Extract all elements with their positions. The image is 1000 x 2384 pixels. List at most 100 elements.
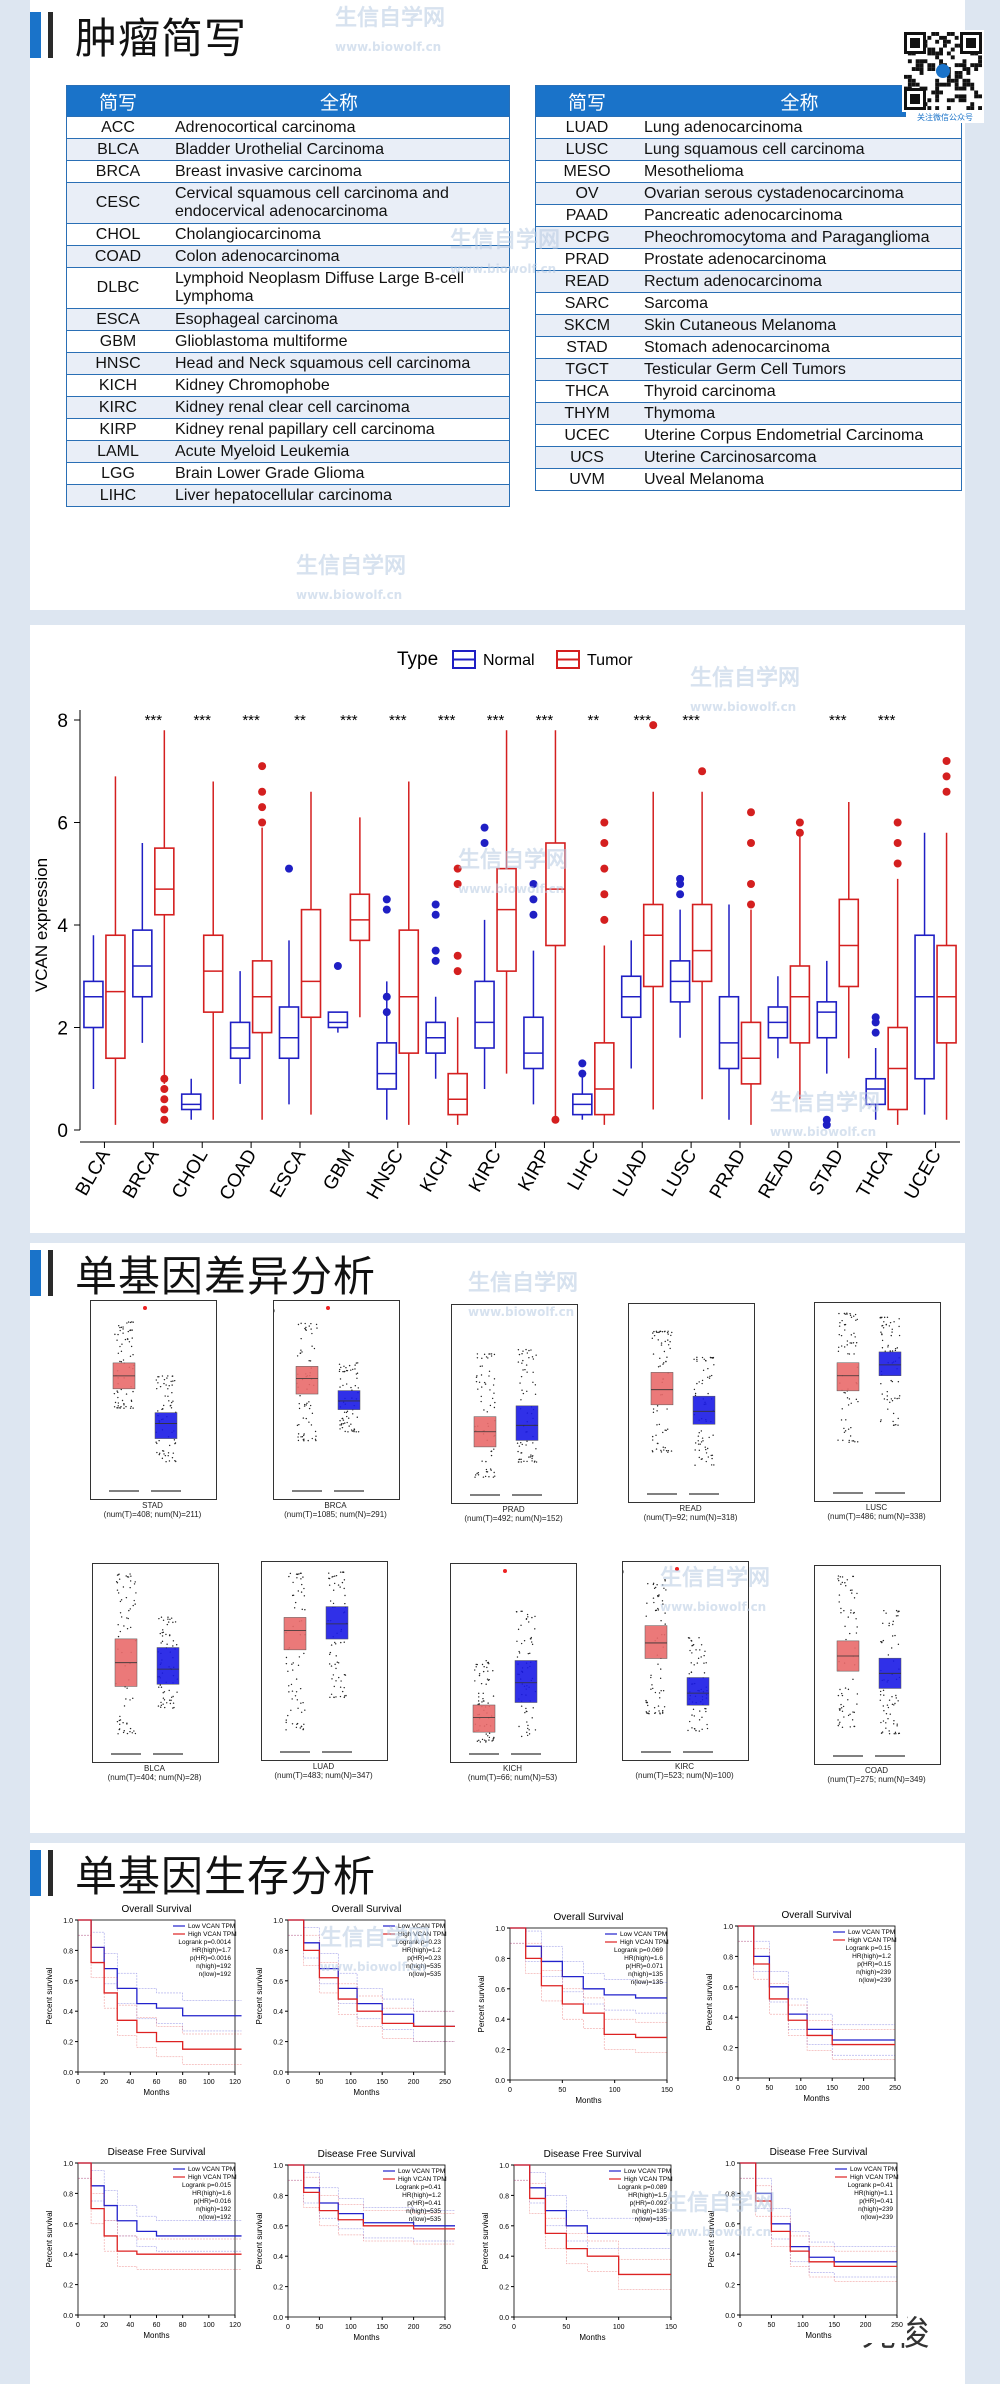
jitter-point bbox=[328, 1577, 330, 1580]
jitter-point bbox=[300, 1436, 302, 1438]
jitter-point bbox=[304, 1327, 306, 1330]
jitter-point bbox=[123, 1730, 125, 1732]
jitter-point bbox=[357, 1387, 360, 1389]
jitter-point bbox=[520, 1458, 522, 1461]
jitter-point bbox=[313, 1347, 316, 1350]
jitter-point bbox=[534, 1615, 536, 1618]
x-tick-label: LIHC bbox=[564, 1146, 604, 1194]
jitter-point bbox=[653, 1706, 656, 1709]
y-tick-label: 0.2 bbox=[63, 2040, 73, 2047]
outlier-point bbox=[600, 839, 609, 847]
jitter-point bbox=[157, 1382, 159, 1384]
km-stat-label: HR(high)=1.2 bbox=[402, 2192, 441, 2199]
jitter-point bbox=[156, 1387, 158, 1390]
jitter-point bbox=[118, 1719, 121, 1722]
jitter-point bbox=[670, 1334, 672, 1337]
jitter-point bbox=[481, 1365, 483, 1367]
jitter-point bbox=[847, 1699, 849, 1701]
jitter-point bbox=[129, 1626, 132, 1629]
jitter-point bbox=[123, 1404, 125, 1406]
jitter-point bbox=[694, 1392, 697, 1395]
jitter-point bbox=[116, 1582, 119, 1584]
jitter-point bbox=[129, 1699, 131, 1701]
x-tick-label: 120 bbox=[229, 2079, 241, 2086]
y-tick-label: 0.2 bbox=[723, 2046, 733, 2053]
jitter-point bbox=[296, 1424, 299, 1427]
jitter-point bbox=[303, 1440, 305, 1442]
jitter-point bbox=[481, 1386, 483, 1388]
jitter-point bbox=[117, 1733, 119, 1735]
jitter-point bbox=[344, 1422, 346, 1424]
jitter-point bbox=[889, 1321, 892, 1324]
jitter-point bbox=[886, 1395, 889, 1397]
jitter-point bbox=[478, 1673, 481, 1675]
jitter-point bbox=[526, 1734, 529, 1737]
jitter-point bbox=[711, 1454, 714, 1456]
y-tick-label: 4 bbox=[57, 916, 68, 937]
jitter-point bbox=[293, 1607, 296, 1609]
jitter-point bbox=[892, 1620, 894, 1623]
jitter-point bbox=[339, 1428, 341, 1430]
jitter-point bbox=[481, 1663, 484, 1666]
km-stat-label: p(HR)=0.41 bbox=[859, 2198, 893, 2205]
qr-module bbox=[958, 71, 963, 75]
qr-module bbox=[931, 47, 936, 52]
outlier-point bbox=[160, 1105, 169, 1114]
km-y-label: Percent survival bbox=[707, 2210, 716, 2267]
diff-caption-n: (num(T)=404; num(N)=28) bbox=[107, 1773, 202, 1782]
km-legend-label: High VCAN TPM bbox=[188, 1931, 237, 1938]
jitter-point bbox=[160, 1616, 163, 1618]
jitter-point bbox=[129, 1730, 131, 1733]
jitter-point bbox=[896, 1725, 898, 1727]
abbr-cell: STAD bbox=[535, 336, 638, 359]
jitter-point bbox=[881, 1731, 884, 1733]
jitter-point bbox=[351, 1430, 354, 1432]
jitter-point bbox=[296, 1577, 298, 1579]
full-header: 全称 bbox=[169, 85, 510, 117]
jitter-point bbox=[841, 1694, 844, 1697]
jitter-point bbox=[122, 1586, 125, 1588]
jitter-point bbox=[528, 1733, 531, 1735]
jitter-point bbox=[168, 1699, 171, 1701]
jitter-point bbox=[888, 1730, 890, 1732]
jitter-point bbox=[126, 1576, 129, 1578]
outlier-point bbox=[578, 1059, 587, 1068]
jitter-point bbox=[171, 1375, 174, 1377]
outlier-point bbox=[698, 767, 707, 776]
jitter-point bbox=[534, 1628, 536, 1630]
section-header: 单基因差异分析 bbox=[30, 1248, 376, 1301]
x-tick-label: UCEC bbox=[901, 1146, 946, 1203]
significance-mark: *** bbox=[438, 712, 456, 729]
x-tick-label: LUSC bbox=[658, 1146, 702, 1200]
jitter-point bbox=[355, 1373, 358, 1375]
qr-module bbox=[904, 74, 908, 79]
jitter-point bbox=[842, 1439, 844, 1442]
fullname-cell: Pancreatic adenocarcinoma bbox=[638, 204, 962, 227]
x-tick-label: BLCA bbox=[72, 1146, 115, 1200]
jitter-point bbox=[879, 1699, 881, 1701]
km-frame bbox=[737, 1925, 896, 2079]
outlier-point bbox=[893, 839, 902, 847]
x-tick-label: CHOL bbox=[168, 1146, 213, 1202]
box-tumor bbox=[594, 1042, 615, 1116]
jitter-point bbox=[847, 1688, 850, 1691]
diff-boxplot-svg: 0246810 bbox=[268, 1306, 364, 1492]
diff-box bbox=[514, 1660, 538, 1703]
jitter-point bbox=[890, 1379, 892, 1382]
jitter-point bbox=[894, 1347, 897, 1350]
jitter-point bbox=[838, 1601, 840, 1603]
fullname-cell: Testicular Germ Cell Tumors bbox=[638, 358, 962, 381]
jitter-point bbox=[128, 1341, 131, 1343]
abbr-cell: THYM bbox=[535, 402, 638, 425]
table-row: ESCA Esophageal carcinoma bbox=[66, 308, 510, 331]
jitter-point bbox=[335, 1680, 337, 1682]
jitter-point bbox=[166, 1623, 169, 1626]
jitter-point bbox=[698, 1719, 701, 1721]
jitter-point bbox=[300, 1711, 303, 1713]
box-normal bbox=[914, 934, 935, 1080]
jitter-point bbox=[165, 1633, 167, 1636]
jitter-point bbox=[125, 1698, 127, 1700]
jitter-point bbox=[666, 1428, 669, 1430]
km-curve-high bbox=[288, 2164, 458, 2230]
